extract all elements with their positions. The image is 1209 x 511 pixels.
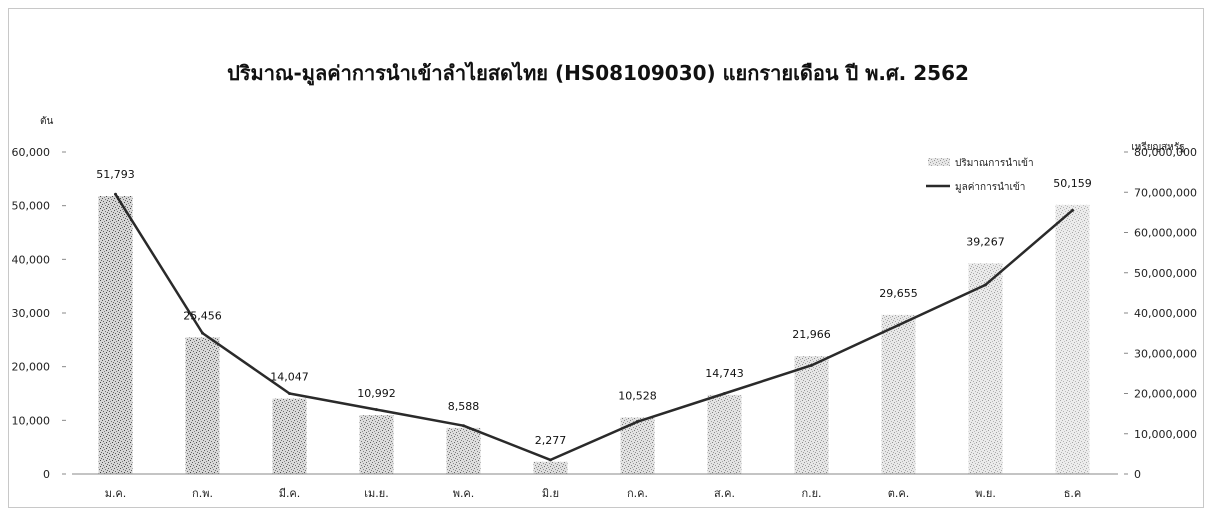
value-point-10	[897, 323, 900, 327]
bar-2	[185, 337, 220, 474]
left-tick-label: 0	[43, 468, 50, 481]
left-tick-label: 20,000	[12, 361, 51, 374]
value-point-4	[375, 408, 378, 412]
legend: ปริมาณการนำเข้า มูลค่าการนำเข้า	[926, 157, 1034, 193]
bar-3	[272, 398, 307, 474]
x-tick-label: ต.ค.	[888, 487, 910, 500]
data-label-11: 39,267	[966, 235, 1005, 248]
left-tick-label: 50,000	[12, 200, 51, 213]
value-point-8	[723, 392, 726, 395]
value-point-2	[201, 331, 204, 335]
x-tick-label: พ.ย.	[975, 487, 996, 500]
data-labels: 51,793 25,456 14,047 10,992 8,588 2,277 10,528…	[96, 168, 1092, 447]
x-tick-label: ม.ค.	[105, 487, 127, 500]
right-tick-label: 70,000,000	[1134, 186, 1197, 199]
right-tick-label: 10,000,000	[1134, 428, 1197, 441]
data-label-5: 8,588	[448, 400, 480, 413]
bar-4	[359, 415, 394, 474]
value-point-9	[810, 363, 813, 367]
legend-bar-swatch	[928, 158, 950, 166]
data-label-9: 21,966	[792, 328, 831, 341]
data-label-7: 10,528	[618, 389, 657, 402]
bar-5	[446, 427, 481, 474]
value-point-6	[549, 458, 552, 462]
value-line	[114, 193, 1074, 462]
legend-line-label: มูลค่าการนำเข้า	[955, 181, 1025, 193]
chart-title: ปริมาณ-มูลค่าการนำเข้าลำไยสดไทย (HS08109…	[227, 61, 969, 87]
data-label-4: 10,992	[357, 387, 396, 400]
x-tick-label: มิ.ย	[542, 487, 559, 500]
bar-6	[533, 461, 568, 474]
x-tick-label: ส.ค.	[714, 487, 735, 500]
left-axis-label: ตัน	[40, 116, 53, 127]
data-label-3: 14,047	[270, 371, 309, 384]
right-tick-label: 50,000,000	[1134, 267, 1197, 280]
right-tick-label: 0	[1134, 468, 1141, 481]
x-tick-label: ก.ย.	[801, 487, 821, 500]
value-point-11	[984, 283, 987, 287]
data-label-8: 14,743	[705, 367, 744, 380]
bar-10	[881, 314, 916, 474]
data-label-12: 50,159	[1053, 177, 1092, 190]
value-point-7	[636, 420, 639, 424]
bar-9	[794, 356, 829, 474]
bar-11	[968, 263, 1003, 474]
left-tick-label: 40,000	[12, 253, 51, 266]
value-point-1	[114, 192, 117, 196]
x-tick-label: ก.ค.	[627, 487, 648, 500]
left-axis: 60,000 50,000 40,000 30,000 20,000 10,000 0	[12, 146, 66, 481]
x-tick-label: ก.พ.	[192, 487, 213, 500]
left-tick-label: 30,000	[12, 307, 51, 320]
bar-series	[98, 196, 1090, 475]
value-point-12	[1071, 208, 1074, 212]
line-series	[114, 192, 1074, 462]
left-tick-label: 10,000	[12, 414, 51, 427]
data-label-2: 25,456	[183, 309, 222, 322]
right-tick-label: 80,000,000	[1134, 146, 1197, 159]
right-tick-label: 40,000,000	[1134, 307, 1197, 320]
left-tick-label: 60,000	[12, 146, 51, 159]
data-label-1: 51,793	[96, 168, 135, 181]
right-axis: 80,000,000 70,000,000 60,000,000 50,000,000…	[1124, 146, 1197, 481]
chart-frame	[8, 8, 1204, 508]
value-point-3	[288, 392, 291, 395]
x-axis: ม.ค. ก.พ. มี.ค. เม.ย. พ.ค. มิ.ย ก.ค. ส.ค. ก.ย. ต.…	[105, 487, 1082, 500]
data-label-6: 2,277	[535, 434, 567, 447]
x-tick-label: พ.ค.	[453, 487, 475, 500]
x-tick-label: มี.ค.	[279, 487, 301, 500]
x-tick-label: ธ.ค	[1064, 487, 1082, 500]
bar-1	[98, 196, 133, 474]
right-tick-label: 20,000,000	[1134, 388, 1197, 401]
bar-12	[1055, 204, 1090, 475]
legend-bar-label: ปริมาณการนำเข้า	[955, 157, 1034, 169]
right-tick-label: 30,000,000	[1134, 347, 1197, 360]
right-axis-label: เหรียญสหรัฐ	[1131, 141, 1184, 153]
bar-8	[707, 394, 742, 474]
x-tick-label: เม.ย.	[364, 487, 388, 500]
value-point-5	[462, 424, 465, 428]
data-label-10: 29,655	[879, 287, 918, 300]
right-tick-label: 60,000,000	[1134, 227, 1197, 240]
